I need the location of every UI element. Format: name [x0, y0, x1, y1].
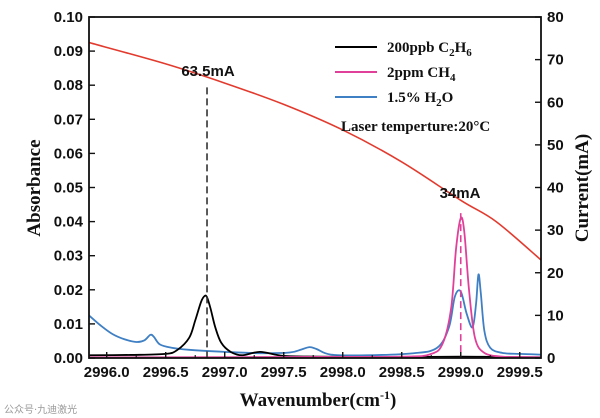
y-right-tick-label: 80 [547, 9, 564, 26]
x-tick-label: 2998.5 [379, 364, 425, 381]
y-right-tick-label: 40 [547, 180, 564, 197]
y-right-tick-label: 0 [547, 350, 555, 367]
y-left-tick-label: 0.04 [54, 214, 84, 231]
y-right-tick-label: 60 [547, 94, 564, 111]
y-left-tick-label: 0.10 [54, 9, 83, 26]
x-tick-label: 2997.5 [261, 364, 307, 381]
y-left-tick-label: 0.09 [54, 43, 83, 60]
y-left-tick-label: 0.00 [54, 350, 83, 367]
x-axis-label: Wavenumber(cm-1) [240, 388, 397, 411]
y-axis-left-label: Absorbance [24, 139, 45, 236]
y-left-tick-label: 0.02 [54, 282, 83, 299]
y-right-tick-label: 20 [547, 265, 564, 282]
legend-label-c2h6: 200ppb C2H6 [387, 40, 472, 59]
y-left-tick-label: 0.01 [54, 316, 83, 333]
y-right-tick-label: 70 [547, 52, 564, 69]
y-right-tick-label: 30 [547, 222, 564, 239]
series-line-1-5-h2o [89, 273, 541, 357]
y-left-tick-label: 0.07 [54, 111, 83, 128]
y-axis-right-label: Current(mA) [572, 134, 593, 242]
watermark: 公众号·九迪激光 [4, 403, 77, 416]
x-tick-label: 2996.0 [84, 364, 130, 381]
legend-note-laser-temperature: Laser temperture:20°C [341, 119, 490, 135]
legend-label-h2o: 1.5% H2O [387, 90, 453, 109]
x-tick-label: 2997.0 [202, 364, 248, 381]
series-line-laser-current [89, 41, 541, 261]
y-right-tick-label: 10 [547, 307, 564, 324]
x-tick-label: 2996.5 [143, 364, 189, 381]
x-tick-label: 2999.5 [497, 364, 543, 381]
y-left-tick-label: 0.08 [54, 77, 83, 94]
legend-label-ch4: 2ppm CH4 [387, 65, 456, 84]
series-line-2ppm-ch4 [89, 216, 541, 358]
x-tick-label: 2999.0 [438, 364, 484, 381]
annotation-34ma: 34mA [440, 185, 481, 202]
y-right-tick-label: 50 [547, 137, 564, 154]
annotation-lines [206, 87, 462, 358]
y-left-tick-label: 0.06 [54, 145, 83, 162]
axis-ticks [89, 16, 541, 359]
legend: 200ppb C2H6 2ppm CH4 1.5% H2O Laser temp… [335, 40, 490, 135]
annotation-63-5ma: 63.5mA [181, 63, 235, 80]
x-tick-label: 2998.0 [320, 364, 366, 381]
y-left-tick-label: 0.05 [54, 180, 83, 197]
y-left-tick-label: 0.03 [54, 248, 83, 265]
tick-labels: 2996.0 2996.5 2997.0 2997.5 2998.0 2998.5 2999… [54, 9, 564, 381]
